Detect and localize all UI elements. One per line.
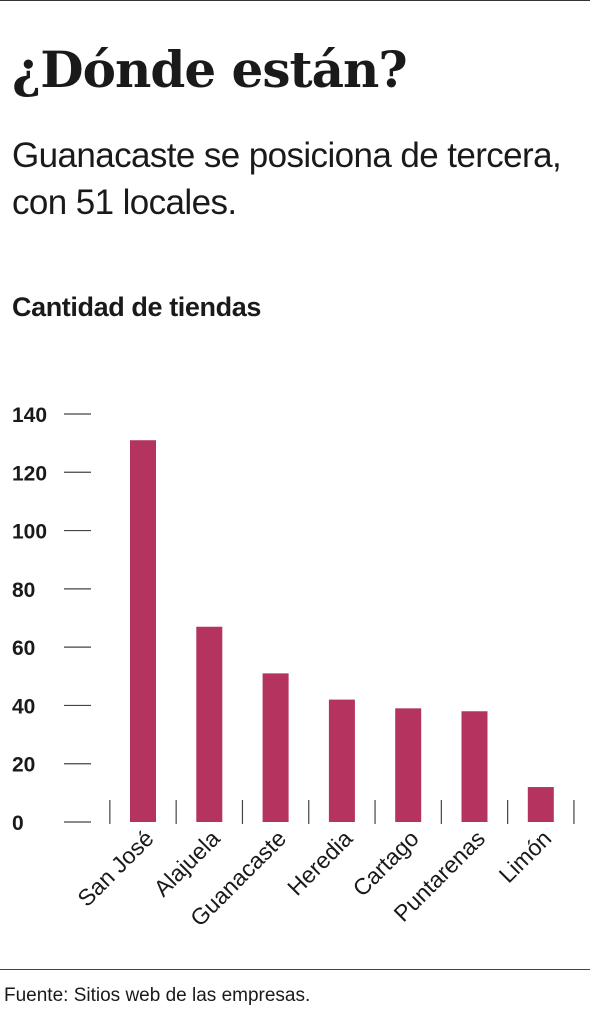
top-rule	[0, 0, 590, 1]
y-axis-label: Cantidad de tiendas	[12, 292, 261, 322]
bar	[461, 711, 488, 822]
bar	[527, 787, 554, 822]
x-tick-label: Limón	[494, 825, 557, 888]
bar	[262, 673, 289, 822]
bottom-rule	[0, 969, 590, 970]
y-tick-label: 80	[12, 579, 35, 602]
bar	[196, 626, 223, 822]
bars	[130, 440, 554, 822]
bar	[395, 708, 422, 822]
y-tick-label: 0	[12, 812, 24, 835]
y-axis: 0 20 40 60 80 100 120 140	[12, 404, 91, 835]
y-tick-label: 40	[12, 695, 35, 718]
x-tick-label: San José	[72, 825, 158, 911]
y-tick-label: 120	[12, 462, 47, 485]
chart-subtitle: Guanacaste se posiciona de tercera, con …	[12, 136, 562, 222]
y-tick-label: 60	[12, 637, 35, 660]
chart-title: ¿Dónde están?	[12, 40, 408, 99]
y-tick-label: 100	[12, 521, 47, 544]
x-tick-label: Heredia	[282, 825, 357, 900]
bar	[328, 699, 355, 822]
y-tick-label: 20	[12, 754, 35, 777]
bar	[130, 440, 156, 822]
source-note: Fuente: Sitios web de las empresas.	[4, 985, 311, 1006]
y-tick-label: 140	[12, 404, 47, 427]
